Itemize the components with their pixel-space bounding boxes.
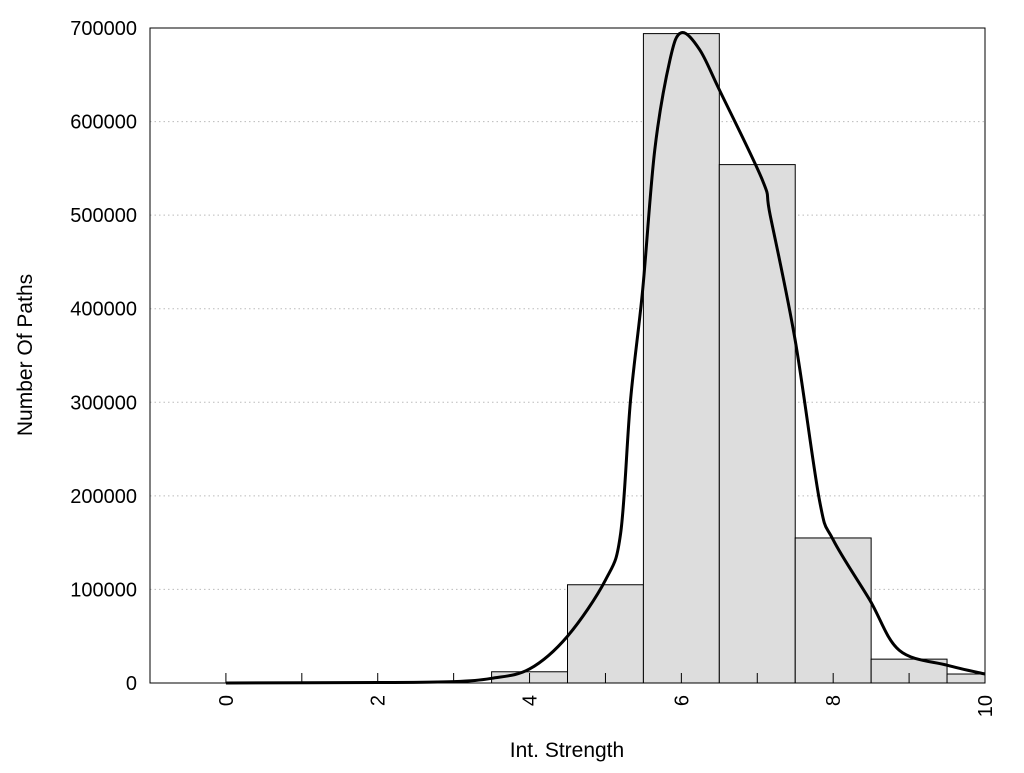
plot-frame: [149, 27, 986, 684]
x-axis-label: Int. Strength: [510, 739, 624, 762]
y-tick-label: 500000: [70, 205, 137, 227]
x-tick-label: 6: [671, 695, 693, 706]
gridlines: [150, 121, 985, 590]
x-tick-label: 0: [216, 695, 238, 706]
y-tick-label: 600000: [70, 112, 137, 134]
bar-5: [567, 584, 644, 684]
y-tick-labels: 0 100000 200000 300000 400000 500000 600000 700…: [70, 18, 137, 695]
x-minor-ticks: [225, 673, 986, 683]
y-axis-label: Number Of Paths: [14, 274, 37, 436]
bar-7: [718, 164, 796, 684]
y-tick-label: 0: [126, 673, 137, 695]
bar-10: [946, 673, 986, 684]
y-tick-label: 700000: [70, 18, 137, 40]
bar-6: [642, 33, 720, 684]
x-tick-label: 4: [520, 695, 542, 706]
y-tick-label: 400000: [70, 299, 137, 321]
x-tick-label: 2: [368, 695, 390, 706]
y-tick-label: 300000: [70, 392, 137, 414]
bar-8: [794, 537, 872, 684]
density-curve: [225, 31, 986, 685]
x-tick-label: 8: [823, 695, 845, 706]
y-tick-label: 200000: [70, 486, 137, 508]
x-tick-labels: 0 2 4 6 8 10: [216, 695, 997, 717]
x-tick-label: 10: [975, 695, 997, 717]
y-tick-label: 100000: [70, 579, 137, 601]
